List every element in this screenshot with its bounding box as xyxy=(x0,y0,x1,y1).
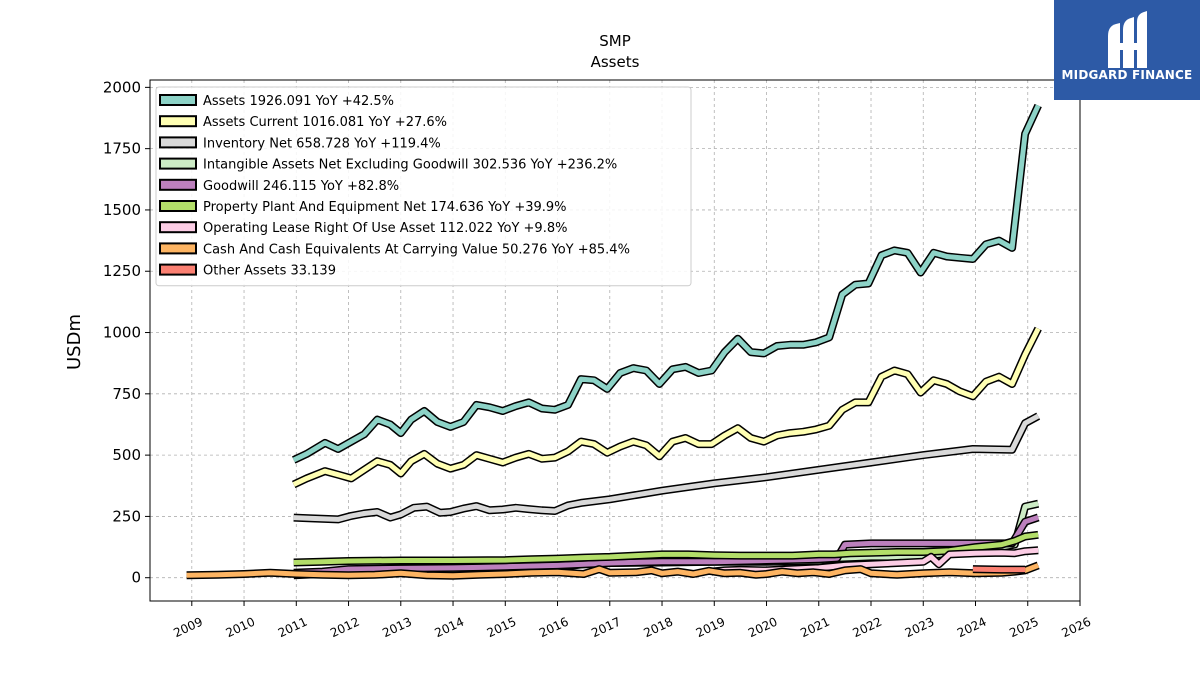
series-5 xyxy=(293,530,1039,567)
x-tick-label: 2014 xyxy=(433,615,467,641)
x-tick-label: 2021 xyxy=(798,615,832,641)
x-tick-label: 2012 xyxy=(328,615,362,641)
x-tick-label: 2022 xyxy=(851,615,885,641)
series-line xyxy=(293,515,1039,576)
legend: Assets 1926.091 YoY +42.5% Assets Current… xyxy=(155,86,692,287)
legend-label: Operating Lease Right Of Use Asset 112.0… xyxy=(203,221,567,236)
x-tick-label: 2026 xyxy=(1060,615,1094,641)
y-tick-label: 1250 xyxy=(103,262,141,280)
series-lines xyxy=(186,103,1042,580)
series-7 xyxy=(186,561,1040,580)
legend-swatch xyxy=(159,136,197,149)
x-tick-label: 2019 xyxy=(694,615,728,641)
legend-label: Inventory Net 658.728 YoY +119.4% xyxy=(203,136,441,151)
y-tick-label: 0 xyxy=(131,569,141,587)
series-line xyxy=(972,566,1026,573)
chart-title: SMP xyxy=(599,32,631,50)
series-line xyxy=(186,563,1040,579)
x-tick-label: 2010 xyxy=(224,615,258,641)
y-tick-label: 250 xyxy=(112,507,141,525)
x-tick-label: 2017 xyxy=(589,615,623,641)
legend-swatch xyxy=(159,94,197,106)
x-tick-label: 2016 xyxy=(537,615,571,641)
legend-label: Property Plant And Equipment Net 174.636… xyxy=(203,200,567,215)
y-tick-label: 1750 xyxy=(103,140,141,158)
series-0 xyxy=(292,103,1042,464)
legend-swatch xyxy=(159,242,197,255)
x-tick-label: 2024 xyxy=(955,615,989,641)
series-line xyxy=(293,532,1039,565)
series-line xyxy=(292,327,1041,487)
y-tick-label: 1000 xyxy=(103,324,141,342)
y-tick-label: 2000 xyxy=(103,78,141,96)
legend-swatch xyxy=(159,263,197,276)
brand-name: MIDGARD FINANCE xyxy=(1061,68,1193,82)
legend-swatch xyxy=(159,157,197,170)
series-6 xyxy=(711,546,1039,576)
legend-swatch xyxy=(159,200,197,212)
legend-label: Cash And Cash Equivalents At Carrying Va… xyxy=(203,242,630,257)
plot-frame xyxy=(149,79,1081,602)
x-tick-label: 2011 xyxy=(276,615,310,641)
legend-box xyxy=(155,86,692,287)
legend-label: Other Assets 33.139 xyxy=(203,264,336,279)
legend-label: Goodwill 246.115 YoY +82.8% xyxy=(203,179,399,194)
series-line xyxy=(292,104,1041,463)
y-tick-label: 500 xyxy=(112,446,141,464)
brand-logo: MIDGARD FINANCE xyxy=(1054,0,1200,100)
legend-swatch xyxy=(159,115,197,128)
legend-label: Assets Current 1016.081 YoY +27.6% xyxy=(203,115,447,130)
legend-label: Assets 1926.091 YoY +42.5% xyxy=(203,94,394,109)
legend-swatch xyxy=(159,221,197,234)
x-tick-label: 2018 xyxy=(642,615,676,641)
series-1 xyxy=(292,326,1042,489)
midgard-logo-icon xyxy=(1108,11,1147,68)
chart-subtitle: Assets xyxy=(591,53,640,71)
series-line xyxy=(711,547,1039,575)
series-2 xyxy=(293,412,1041,524)
x-tick-label: 2015 xyxy=(485,615,519,641)
x-tick-label: 2023 xyxy=(903,615,937,641)
x-tick-label: 2020 xyxy=(746,615,780,641)
y-axis-label: USDm xyxy=(64,314,85,370)
x-tick-label: 2013 xyxy=(380,615,414,641)
legend-label: Intangible Assets Net Excluding Goodwill… xyxy=(203,158,617,173)
series-line-outline xyxy=(292,326,1042,489)
series-4 xyxy=(293,513,1040,577)
y-tick-label: 750 xyxy=(112,385,141,403)
legend-swatch xyxy=(159,178,197,191)
series-line xyxy=(293,413,1040,522)
x-tick-label: 2009 xyxy=(171,615,205,641)
y-tick-label: 1500 xyxy=(103,201,141,219)
series-8 xyxy=(972,565,1026,574)
x-tick-label: 2025 xyxy=(1007,615,1041,641)
